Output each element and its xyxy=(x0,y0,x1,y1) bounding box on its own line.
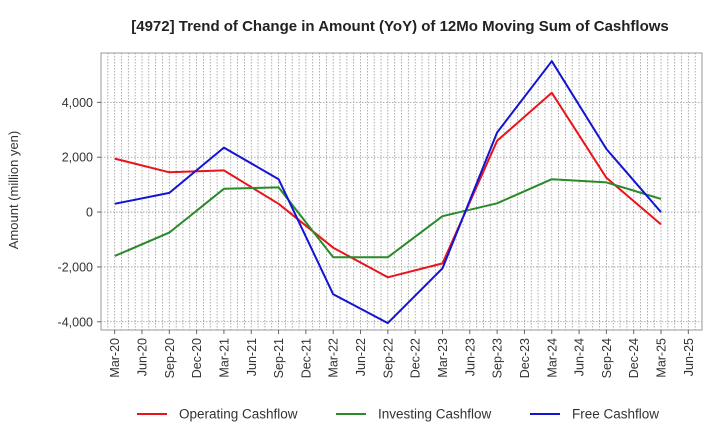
x-tick-label: Jun-24 xyxy=(573,338,587,376)
legend-label-free-cashflow: Free Cashflow xyxy=(572,407,659,422)
y-axis-ticks: -4,000 -2,000 0 2,000 4,000 xyxy=(58,96,101,329)
x-tick-label: Jun-20 xyxy=(135,338,149,376)
x-tick-label: Sep-23 xyxy=(491,338,505,378)
x-tick-label: Mar-24 xyxy=(545,338,559,378)
y-tick-label: -4,000 xyxy=(58,315,93,329)
y-tick-label: 2,000 xyxy=(62,151,93,165)
x-tick-label: Mar-23 xyxy=(436,338,450,378)
x-tick-label: Jun-21 xyxy=(245,338,259,376)
y-axis-label: Amount (million yen) xyxy=(6,131,21,250)
x-tick-label: Mar-20 xyxy=(108,338,122,378)
x-tick-label: Mar-21 xyxy=(217,338,231,378)
x-tick-label: Sep-24 xyxy=(600,338,614,378)
legend: Operating Cashflow Investing Cashflow Free… xyxy=(137,407,659,422)
x-tick-label: Jun-25 xyxy=(682,338,696,376)
y-tick-label: -2,000 xyxy=(58,260,93,274)
series-lines xyxy=(114,60,662,325)
x-tick-label: Jun-23 xyxy=(463,338,477,376)
legend-label-investing-cashflow: Investing Cashflow xyxy=(378,407,492,422)
series-line-operating-cashflow xyxy=(114,91,662,279)
x-tick-label: Dec-21 xyxy=(299,338,313,378)
x-tick-label: Dec-20 xyxy=(190,338,204,378)
x-tick-label: Sep-21 xyxy=(272,338,286,378)
grid xyxy=(101,53,702,330)
y-tick-label: 0 xyxy=(86,206,93,220)
x-tick-label: Sep-20 xyxy=(163,338,177,378)
x-tick-label: Sep-22 xyxy=(381,338,395,378)
series-line-investing-cashflow xyxy=(114,178,662,259)
chart-title: [4972] Trend of Change in Amount (YoY) o… xyxy=(131,18,669,35)
x-tick-label: Jun-22 xyxy=(354,338,368,376)
x-axis-ticks: Mar-20 Jun-20 Sep-20 Dec-20 Mar-21 Jun-21 Sep-… xyxy=(108,330,696,378)
x-tick-label: Dec-24 xyxy=(627,338,641,378)
y-tick-label: 4,000 xyxy=(62,96,93,110)
x-tick-label: Mar-25 xyxy=(655,338,669,378)
x-tick-label: Mar-22 xyxy=(327,338,341,378)
series-line-free-cashflow xyxy=(114,60,662,325)
plot-frame xyxy=(100,52,703,331)
legend-label-operating-cashflow: Operating Cashflow xyxy=(179,407,298,422)
x-tick-label: Dec-23 xyxy=(518,338,532,378)
x-tick-label: Dec-22 xyxy=(409,338,423,378)
